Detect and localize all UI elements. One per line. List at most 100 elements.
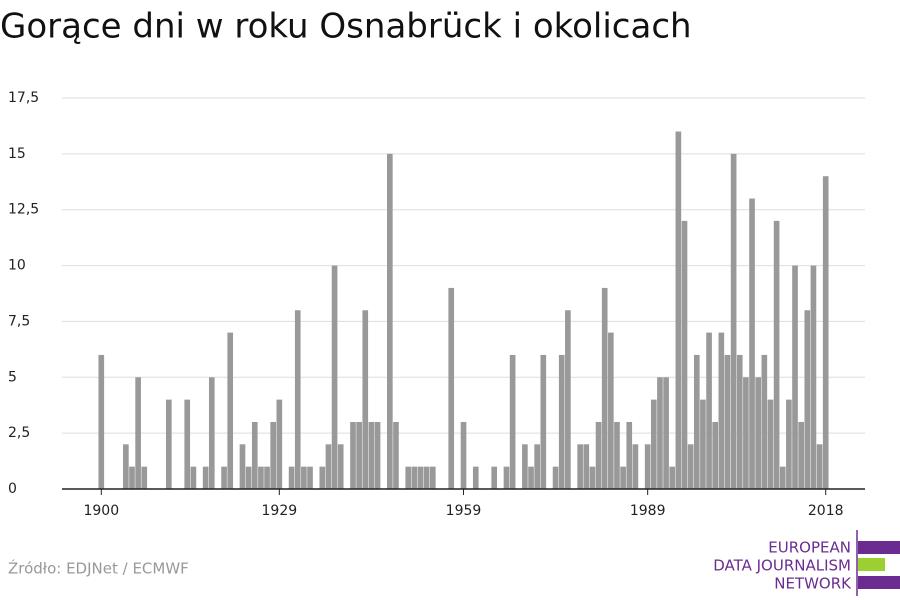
bar <box>792 265 798 489</box>
bar <box>509 354 516 489</box>
bar <box>693 354 700 489</box>
bar <box>288 466 295 489</box>
bar <box>822 176 829 489</box>
bar <box>786 399 792 489</box>
bar <box>307 466 313 489</box>
bar <box>810 265 817 489</box>
bar <box>620 466 626 489</box>
bar <box>632 444 639 489</box>
bar <box>325 444 332 489</box>
bar <box>356 421 362 489</box>
bar <box>460 421 467 489</box>
bar <box>135 377 141 489</box>
bar <box>337 444 344 489</box>
y-tick-label: 10 <box>8 258 26 274</box>
logo-bar <box>858 541 900 554</box>
bar <box>577 444 583 489</box>
bar <box>221 466 227 489</box>
bar <box>374 421 381 489</box>
bar <box>423 466 430 489</box>
bar <box>245 466 252 489</box>
bar <box>816 444 823 489</box>
bar <box>589 466 596 489</box>
bar <box>712 421 719 489</box>
bar <box>98 354 105 489</box>
bar <box>362 310 369 489</box>
bar <box>663 377 669 489</box>
x-tick-label: 1900 <box>83 503 119 519</box>
bar <box>767 399 774 489</box>
bar <box>595 421 602 489</box>
bar <box>761 354 768 489</box>
bar <box>190 466 197 489</box>
y-tick-label: 17,5 <box>8 90 39 106</box>
bar <box>804 310 811 489</box>
bar <box>601 287 608 489</box>
bar <box>565 310 571 489</box>
bar <box>202 466 209 489</box>
bar <box>239 444 246 489</box>
bar <box>123 444 129 489</box>
bar <box>700 399 706 489</box>
bar <box>319 466 326 489</box>
bar <box>528 466 534 489</box>
bar <box>417 466 424 489</box>
bar <box>350 421 356 489</box>
bar <box>276 399 283 489</box>
bar <box>743 377 749 489</box>
bar <box>368 421 375 489</box>
source: Źródło: EDJNet / ECMWF <box>8 559 189 578</box>
bar <box>411 466 418 489</box>
bar <box>644 444 651 489</box>
bar <box>730 153 737 489</box>
bar <box>393 421 399 489</box>
bar <box>675 131 682 489</box>
bar <box>208 377 215 489</box>
y-tick-label: 5 <box>8 369 17 385</box>
bar <box>227 332 234 489</box>
bar <box>301 466 307 489</box>
logo-bar <box>858 558 885 571</box>
y-tick-label: 7,5 <box>8 313 30 329</box>
bar <box>798 421 804 489</box>
x-tick-label: 1989 <box>630 503 666 519</box>
bar <box>657 377 663 489</box>
y-tick-label: 0 <box>8 481 17 497</box>
bar <box>773 220 780 489</box>
x-tick-label: 2018 <box>808 503 844 519</box>
bar <box>583 444 590 489</box>
bar <box>779 466 786 489</box>
bar <box>448 287 455 489</box>
bar <box>681 220 688 489</box>
logo-bar <box>858 576 900 589</box>
bar <box>650 399 657 489</box>
bar <box>749 198 755 490</box>
bar <box>706 332 712 489</box>
bar <box>540 354 547 489</box>
bar <box>626 421 633 489</box>
bar <box>387 153 393 489</box>
bar <box>270 421 277 489</box>
bar <box>669 466 676 489</box>
bar <box>472 466 479 489</box>
bar <box>405 466 412 489</box>
chart-title: Gorące dni w roku Osnabrück i okolicach <box>0 7 692 47</box>
bar <box>608 332 614 489</box>
bar <box>736 354 743 489</box>
bar <box>294 310 301 489</box>
bar <box>141 466 148 489</box>
bar <box>184 399 191 489</box>
y-tick-label: 15 <box>8 146 26 162</box>
bar <box>331 265 338 489</box>
bar <box>687 444 694 489</box>
logo-text: NETWORK <box>774 575 852 593</box>
bar <box>429 466 436 489</box>
bar <box>264 466 270 489</box>
x-tick-label: 1929 <box>262 503 298 519</box>
bar <box>129 466 135 489</box>
bar <box>503 466 510 489</box>
x-tick-label: 1959 <box>446 503 482 519</box>
bar <box>522 444 528 489</box>
bar <box>534 444 540 489</box>
